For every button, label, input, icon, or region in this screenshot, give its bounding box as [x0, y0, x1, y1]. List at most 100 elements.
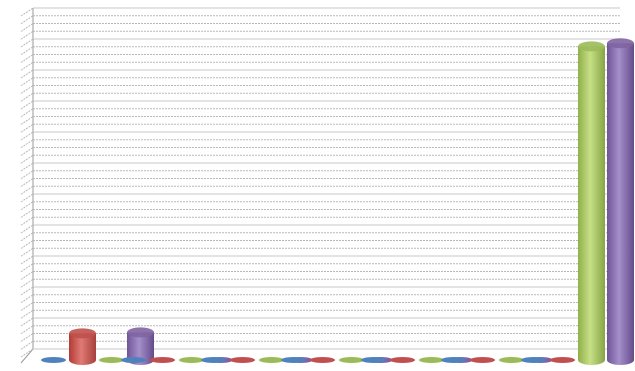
bar-base: [41, 357, 66, 363]
bar: [41, 357, 66, 363]
gridline-side: [20, 340, 34, 350]
bar-base: [121, 357, 146, 363]
bar-top: [578, 41, 605, 52]
bar: [99, 357, 124, 363]
bar-base: [150, 357, 175, 363]
bar: [361, 357, 386, 363]
bar-base: [470, 357, 495, 363]
floor-edge: [20, 348, 34, 364]
gridline-side: [20, 247, 34, 257]
gridline-side: [20, 46, 34, 56]
gridlines: [20, 7, 620, 364]
bar-base: [281, 357, 306, 363]
bar: [521, 357, 546, 363]
bar: [69, 328, 96, 365]
plot-bars: [41, 38, 634, 366]
bar: [150, 357, 175, 363]
gridline-side: [20, 178, 34, 187]
gridline-side: [20, 38, 34, 48]
gridline-side: [20, 54, 34, 63]
bar: [339, 357, 364, 363]
gridline-side: [20, 333, 34, 342]
bar: [419, 357, 444, 363]
gridline-side: [20, 240, 34, 249]
gridline-side: [20, 69, 34, 79]
gridline-side: [20, 317, 34, 327]
gridline-side: [20, 286, 34, 296]
gridline-side: [20, 15, 34, 25]
gridline-side: [20, 263, 34, 273]
gridline-side: [20, 278, 34, 288]
bar: [310, 357, 335, 363]
gridline-side: [20, 255, 34, 265]
gridline-side: [20, 325, 34, 335]
bar-base: [521, 357, 546, 363]
bar-base: [230, 357, 255, 363]
gridline-side: [20, 185, 34, 195]
bar: [230, 357, 255, 363]
bar-base: [499, 357, 524, 363]
bar: [259, 357, 284, 363]
gridline-side: [20, 348, 34, 358]
bar-base: [361, 357, 386, 363]
gridline-side: [20, 147, 34, 156]
bar-base: [310, 357, 335, 363]
bar: [607, 38, 634, 366]
gridline-side: [20, 139, 34, 149]
gridline-side: [20, 7, 34, 17]
bar-base: [259, 357, 284, 363]
gridline-side: [20, 61, 34, 71]
gridline-side: [20, 294, 34, 304]
bar: [390, 357, 415, 363]
gridline-side: [20, 209, 34, 218]
bar-base: [419, 357, 444, 363]
gridline-side: [20, 193, 34, 203]
gridline-side: [20, 162, 34, 172]
bar-body: [69, 333, 96, 365]
bar-body: [607, 43, 634, 366]
bar: [441, 357, 466, 363]
gridline-side: [20, 309, 34, 319]
gridline-side: [20, 123, 34, 133]
bar-top: [69, 328, 96, 339]
gridline-side: [20, 201, 34, 211]
bar: [281, 357, 306, 363]
bar: [499, 357, 524, 363]
bar-base: [339, 357, 364, 363]
bar-base: [99, 357, 124, 363]
bar-body: [127, 332, 154, 365]
bar: [179, 357, 204, 363]
gridline-side: [20, 92, 34, 102]
bar-base: [441, 357, 466, 363]
gridline-side: [20, 216, 34, 226]
gridline-side: [20, 116, 34, 125]
gridline-side: [20, 23, 34, 32]
gridline-side: [20, 77, 34, 87]
gridline-side: [20, 100, 34, 110]
gridline-side: [20, 30, 34, 40]
gridline-side: [20, 85, 34, 94]
bar-base: [390, 357, 415, 363]
bar: [550, 357, 575, 363]
gridline-side: [20, 302, 34, 311]
gridline-side: [20, 170, 34, 180]
bar: [578, 41, 605, 365]
gridline-side: [20, 154, 34, 164]
bar: [121, 357, 146, 363]
gridline-side: [20, 131, 34, 141]
gridline-side: [20, 271, 34, 280]
bar-top: [607, 38, 634, 49]
bar-body: [578, 46, 605, 365]
gridline-side: [20, 224, 34, 234]
bar-base: [550, 357, 575, 363]
bar-base: [201, 357, 226, 363]
bar-base: [179, 357, 204, 363]
gridline-side: [20, 108, 34, 118]
gridline-side: [20, 232, 34, 242]
bar: [127, 327, 154, 365]
bar: [201, 357, 226, 363]
bar: [470, 357, 495, 363]
bar-top: [127, 327, 154, 338]
